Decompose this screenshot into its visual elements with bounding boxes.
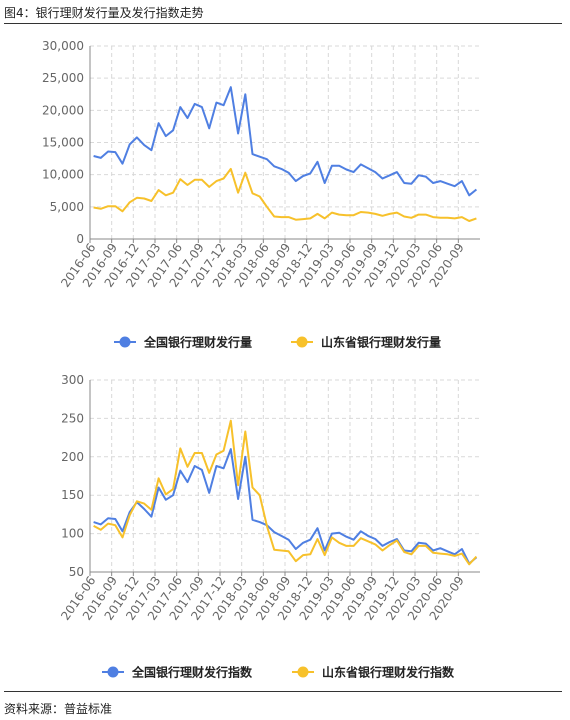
- y-tick-label: 50: [69, 565, 84, 579]
- series-line-shandong: [93, 167, 477, 222]
- y-tick-label: 15,000: [42, 136, 84, 150]
- y-tick-label: 250: [61, 411, 84, 425]
- y-tick-label: 5,000: [50, 200, 84, 214]
- y-tick-label: 30,000: [42, 39, 84, 53]
- legend-swatch-marker: [296, 336, 308, 348]
- y-tick-label: 20,000: [42, 103, 84, 117]
- legend-swatch-marker: [107, 666, 119, 678]
- legend-swatch-marker: [119, 336, 131, 348]
- legend-label: 山东省银行理财发行指数: [322, 665, 455, 680]
- y-tick-label: 200: [61, 450, 84, 464]
- legend-swatch-marker: [297, 666, 309, 678]
- y-tick-label: 25,000: [42, 71, 84, 85]
- legend-item-shandong: 山东省银行理财发行量: [291, 335, 441, 350]
- series-line-national: [93, 86, 478, 197]
- issuance-index-chart: 501001502002503002016-062016-092016-1220…: [58, 373, 480, 680]
- source-note: 资料来源：普益标准: [4, 702, 113, 716]
- legend-label: 全国银行理财发行指数: [131, 665, 253, 680]
- legend-label: 全国银行理财发行量: [143, 335, 252, 350]
- y-tick-label: 0: [76, 232, 84, 246]
- top-rule: [4, 23, 562, 24]
- issuance-volume-chart: 05,00010,00015,00020,00025,00030,0002016…: [42, 39, 480, 350]
- y-tick-label: 100: [61, 527, 84, 541]
- legend-label: 山东省银行理财发行量: [321, 335, 441, 350]
- legend-item-shandong: 山东省银行理财发行指数: [292, 665, 455, 680]
- figure-title: 图4：银行理财发行量及发行指数走势: [4, 6, 204, 20]
- bottom-rule: [4, 691, 562, 692]
- y-tick-label: 300: [61, 373, 84, 387]
- legend-item-national: 全国银行理财发行指数: [102, 665, 253, 680]
- series-line-shandong: [93, 419, 478, 566]
- legend-item-national: 全国银行理财发行量: [114, 335, 252, 350]
- series-line-national: [93, 448, 478, 565]
- y-tick-label: 10,000: [42, 168, 84, 182]
- y-tick-label: 150: [61, 488, 84, 502]
